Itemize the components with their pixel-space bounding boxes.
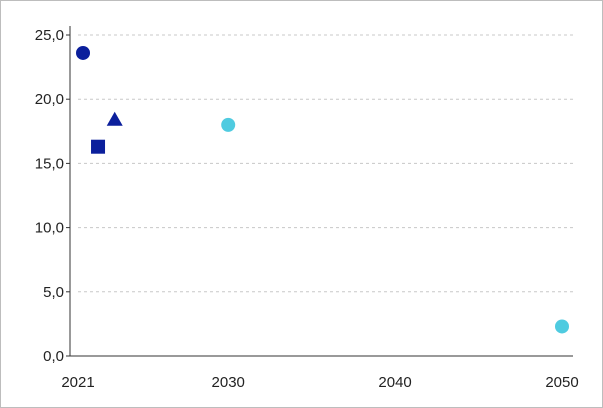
- data-point-circle: [221, 117, 236, 132]
- axes: [69, 26, 573, 357]
- y-tick-label: 5,0: [43, 284, 64, 301]
- x-tick-label: 2021: [61, 374, 94, 391]
- y-tick-labels: 0,0 5,0 10,0 15,0 20,0 25,0: [35, 27, 70, 365]
- y-tick-label: 0,0: [43, 348, 64, 365]
- data-points: [76, 45, 569, 334]
- x-tick-label: 2040: [378, 374, 411, 391]
- data-point-circle: [76, 45, 91, 60]
- y-tick-label: 20,0: [35, 91, 64, 108]
- x-tick-label: 2030: [212, 374, 245, 391]
- data-point-triangle: [106, 111, 123, 126]
- y-tick-label: 10,0: [35, 220, 64, 237]
- x-tick-label: 2050: [545, 374, 578, 391]
- y-tick-label: 15,0: [35, 155, 64, 172]
- y-tick-label: 25,0: [35, 27, 64, 44]
- x-tick-labels: 2021 2030 2040 2050: [61, 374, 578, 391]
- data-point-square: [91, 139, 106, 154]
- grid-lines: [78, 34, 573, 293]
- data-point-circle: [555, 319, 569, 334]
